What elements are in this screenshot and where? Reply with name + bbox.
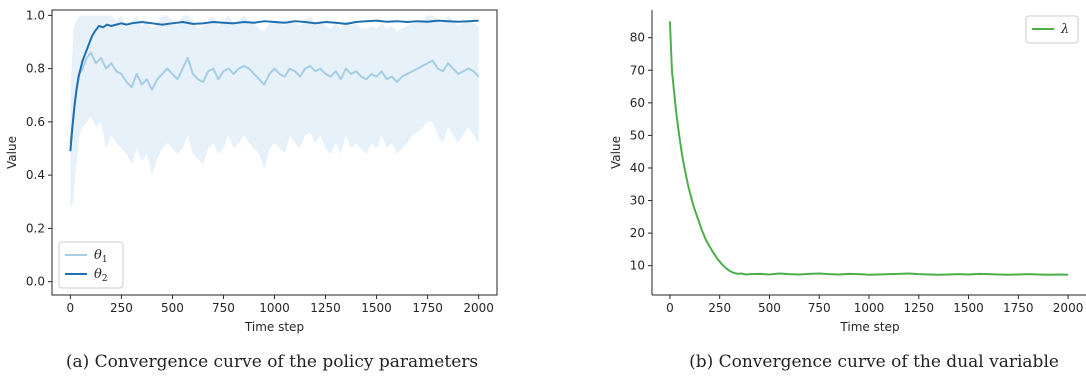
y-tick-label: 0.8 xyxy=(26,62,45,76)
y-tick-label: 0.4 xyxy=(26,168,45,182)
x-tick-label: 1500 xyxy=(361,301,392,315)
x-tick-label: 750 xyxy=(808,301,831,315)
x-tick-label: 750 xyxy=(212,301,235,315)
chart-panel-dual-variable: 10 20 30 40 50 60 70 80 0 250 500 750 1000 1250 1500 1… xyxy=(609,10,1086,372)
x-tick-label: 500 xyxy=(758,301,781,315)
y-tick-label: 1.0 xyxy=(26,8,45,22)
series-layer-a xyxy=(69,19,480,152)
caption-a: (a) Convergence curve of the policy para… xyxy=(66,352,478,372)
x-tick-label: 1750 xyxy=(1003,301,1034,315)
legend-label-1: λ xyxy=(1060,22,1069,37)
y-tick-label: 40 xyxy=(630,161,645,175)
y-tick-label: 50 xyxy=(630,128,645,142)
y-axis-label-b: Value xyxy=(609,136,623,169)
axes-spines-b xyxy=(651,10,1086,296)
x-tick-label: 1500 xyxy=(953,301,984,315)
theta1-confidence-band xyxy=(70,15,479,208)
x-tick-label: 1750 xyxy=(412,301,443,315)
y-tick-label: 0.2 xyxy=(26,221,45,235)
y-tick-label: 80 xyxy=(630,31,645,45)
caption-b: (b) Convergence curve of the dual variab… xyxy=(689,352,1059,372)
y-tick-label: 20 xyxy=(630,226,645,240)
x-tick-label: 2000 xyxy=(1053,301,1084,315)
x-tick-label: 250 xyxy=(110,301,133,315)
series-line-1 xyxy=(69,51,480,144)
y-axis-ticks-a: 0.0 0.2 0.4 0.6 0.8 1.0 xyxy=(26,8,52,289)
y-tick-label: 0.6 xyxy=(26,115,45,129)
chart-panel-policy-parameters: 0.0 0.2 0.4 0.6 0.8 1.0 0 250 500 750 1000 1250 150… xyxy=(5,8,498,372)
x-tick-label: 1000 xyxy=(259,301,290,315)
x-tick-label: 500 xyxy=(161,301,184,315)
series-line-2 xyxy=(69,19,479,152)
y-axis-label-a: Value xyxy=(5,136,19,169)
legend-box xyxy=(58,241,124,289)
y-tick-label: 70 xyxy=(630,63,645,77)
x-tick-label: 2000 xyxy=(463,301,494,315)
x-tick-label: 0 xyxy=(67,301,75,315)
x-axis-label-a: Time step xyxy=(244,320,304,334)
series-layer-b xyxy=(668,21,1069,276)
y-tick-label: 30 xyxy=(630,194,645,208)
x-axis-ticks-a: 0 250 500 750 1000 1250 1500 1750 2000 xyxy=(67,295,494,315)
y-tick-label: 0.0 xyxy=(26,275,45,289)
x-tick-label: 1250 xyxy=(310,301,341,315)
x-tick-label: 0 xyxy=(666,301,674,315)
series-band-1 xyxy=(70,15,479,208)
y-tick-label: 10 xyxy=(630,259,645,273)
x-axis-label-b: Time step xyxy=(839,320,899,334)
x-tick-label: 1000 xyxy=(854,301,885,315)
x-tick-label: 250 xyxy=(708,301,731,315)
x-tick-label: 1250 xyxy=(903,301,934,315)
y-tick-label: 60 xyxy=(630,96,645,110)
series-line-1 xyxy=(668,21,1069,276)
y-axis-ticks-b: 10 20 30 40 50 60 70 80 xyxy=(630,31,652,273)
legend-b: λ xyxy=(1025,15,1079,44)
x-axis-ticks-b: 0 250 500 750 1000 1250 1500 1750 2000 xyxy=(666,295,1083,315)
